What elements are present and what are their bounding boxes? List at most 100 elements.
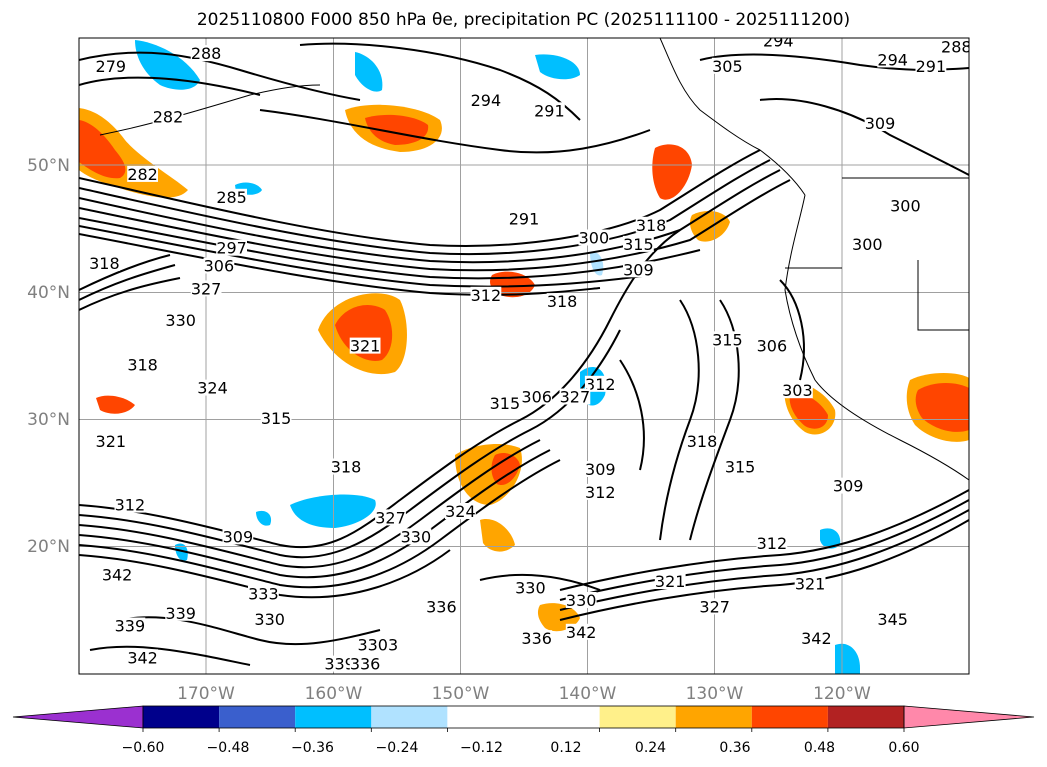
contour-label: 315	[490, 394, 521, 413]
contour-label: 336	[350, 655, 381, 674]
colorbar-frame	[142, 705, 905, 729]
contour-label-background	[623, 235, 654, 252]
contour-label: 291	[534, 101, 565, 120]
contour-label-background	[712, 331, 743, 348]
chart-title: 2025110800 F000 850 hPa θe, precipitatio…	[196, 10, 851, 30]
contour-label: 312	[471, 286, 502, 305]
contour-label: 306	[204, 257, 235, 276]
contour-label-background	[546, 293, 578, 310]
contour-label: 336	[521, 629, 552, 648]
contour-label-background	[254, 611, 286, 628]
contour-label: 330	[254, 610, 285, 629]
contour-label: 330	[566, 591, 597, 610]
contour-label: 330	[515, 578, 546, 597]
contour-label: 342	[801, 629, 832, 648]
colorbar-tick-label: −0.60	[122, 740, 165, 756]
contour-label-background	[508, 210, 540, 227]
contour-label-background	[324, 655, 355, 672]
contour-label-background	[515, 579, 546, 596]
contour-label: 345	[877, 610, 908, 629]
contour-label-background	[864, 115, 896, 131]
colorbar-extend-min	[12, 705, 144, 729]
contour-label: 327	[560, 388, 591, 407]
contour-label: 324	[197, 379, 228, 398]
contour-label-background	[127, 649, 158, 666]
colorbar-segments	[12, 705, 1035, 732]
contour-label: 312	[585, 483, 616, 502]
contour-label-background	[216, 188, 247, 205]
contour-label: 342	[566, 623, 597, 642]
contour-label-background	[915, 57, 947, 74]
contour-label-background	[260, 410, 292, 427]
contour-label-background	[565, 623, 597, 640]
contour-label-background	[190, 280, 222, 297]
contour-label: 330	[165, 311, 196, 330]
contour-label: 318	[127, 356, 158, 375]
contour-label: 291	[509, 209, 540, 228]
contour-label-background	[426, 598, 457, 615]
contour-label: 294	[763, 31, 794, 50]
contour-label: 321	[96, 432, 127, 451]
colorbar-segment	[143, 706, 220, 728]
contour-label: 315	[261, 409, 292, 428]
contour-label-background	[584, 375, 616, 392]
colorbar-segment	[599, 706, 676, 728]
contour-label: 321	[795, 575, 826, 594]
contour-label-background	[686, 433, 718, 449]
lon-label: 170°W	[177, 684, 235, 704]
contour-label: 324	[445, 502, 476, 521]
lon-label: 140°W	[559, 684, 617, 704]
contour-label: 309	[585, 460, 616, 479]
lon-label: 160°W	[305, 684, 363, 704]
contour-label: 321	[655, 572, 686, 591]
colorbar-segment	[295, 706, 372, 728]
contour-label: 300	[852, 235, 883, 254]
contour-label-background	[190, 45, 222, 62]
lon-label: 120°W	[813, 684, 871, 704]
contour-label: 327	[699, 597, 730, 616]
contour-label: 300	[890, 197, 921, 216]
colorbar-segment	[371, 706, 448, 728]
lat-label: 40°N	[27, 283, 70, 303]
colorbar-extend-max	[903, 705, 1035, 729]
contour-label-background	[877, 51, 909, 68]
contour-label: 288	[941, 38, 972, 57]
colorbar-segment	[675, 706, 752, 728]
latitude-labels: 50°N 40°N 30°N 20°N	[27, 156, 70, 557]
lat-label: 30°N	[27, 410, 70, 430]
contour-label: 288	[191, 44, 222, 63]
colorbar-tick-label: 0.24	[635, 740, 666, 756]
contour-label: 285	[216, 188, 247, 207]
lat-label: 50°N	[27, 156, 70, 176]
contour-label-background	[762, 38, 794, 49]
contour-label-background	[375, 509, 406, 526]
contour-label-background	[832, 477, 864, 494]
contour-label-background	[623, 261, 654, 278]
contour-label: 312	[757, 534, 788, 553]
contour-label-background	[756, 534, 788, 551]
colorbar-tick-label: 0.48	[804, 740, 835, 756]
contour-label: 342	[102, 566, 133, 585]
colorbar-tick-label: −0.12	[460, 740, 503, 756]
contour-label-background	[114, 617, 146, 634]
contour-label-background	[127, 356, 158, 373]
contour-label: 336	[426, 597, 457, 616]
contour-label: 306	[521, 388, 552, 407]
contour-label-background	[559, 388, 591, 405]
contour-label: 342	[127, 648, 158, 667]
contour-label: 303	[782, 381, 813, 400]
contour-label: 294	[877, 50, 908, 69]
contour-label: 318	[547, 292, 578, 311]
plot-background	[79, 38, 969, 674]
contour-label-background	[756, 337, 788, 354]
contour-label: 306	[757, 337, 788, 356]
contour-label-background	[197, 379, 228, 396]
contour-label: 282	[153, 108, 184, 127]
contour-label: 318	[687, 432, 718, 451]
colorbar-segment	[219, 706, 296, 728]
colorbar-tick-label: −0.24	[376, 740, 419, 756]
contour-label-background	[165, 312, 197, 329]
contour-label-background	[248, 585, 279, 602]
colorbar-tick-label: 0.60	[888, 740, 919, 756]
longitude-labels: 170°W 160°W 150°W 140°W 130°W 120°W	[177, 684, 871, 704]
